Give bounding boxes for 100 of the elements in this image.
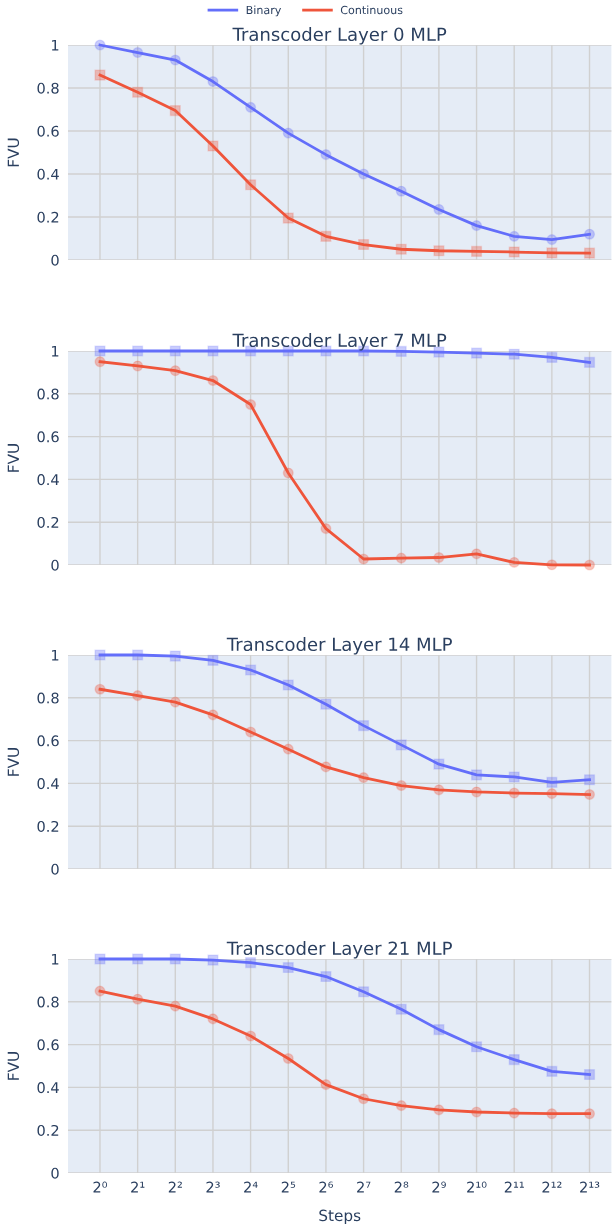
point: [471, 548, 483, 560]
point: [94, 69, 106, 81]
y-tick-label: 0.2: [37, 211, 59, 223]
point: [132, 360, 144, 372]
point: [546, 1108, 558, 1120]
point: [207, 709, 219, 721]
x-tick-label: 2¹¹: [504, 1181, 524, 1193]
y-tick-label: 0: [51, 863, 59, 875]
chart-title: Transcoder Layer 0 MLP: [232, 27, 447, 45]
point: [471, 769, 483, 781]
point: [433, 245, 445, 257]
point: [395, 779, 407, 792]
point: [583, 228, 596, 240]
point: [207, 374, 219, 387]
point: [207, 954, 219, 966]
x-tick-label: 2⁵: [281, 1181, 296, 1193]
point: [320, 761, 332, 773]
point: [169, 345, 181, 357]
point: [395, 1003, 407, 1015]
chart-title: Transcoder Layer 21 MLP: [226, 941, 452, 959]
point: [395, 185, 407, 197]
point: [320, 698, 332, 710]
point: [508, 1107, 520, 1119]
point: [320, 523, 332, 535]
point: [358, 772, 370, 784]
point: [320, 230, 332, 242]
y-tick-label: 1: [51, 649, 59, 661]
x-tick-label: 2⁰: [93, 1181, 108, 1193]
point: [94, 985, 106, 997]
point: [245, 101, 257, 113]
point: [207, 1013, 219, 1025]
point: [358, 986, 370, 998]
point: [320, 149, 332, 161]
point: [395, 243, 407, 255]
point: [508, 348, 520, 360]
x-tick-label: 2³: [206, 1181, 220, 1193]
x-tick-label: 2⁹: [432, 1181, 446, 1193]
point: [395, 1100, 407, 1112]
point: [358, 168, 370, 180]
point: [94, 649, 106, 661]
point: [508, 771, 520, 783]
point: [583, 559, 596, 571]
point: [207, 75, 219, 88]
point: [583, 356, 596, 368]
x-axis-title: Steps: [319, 1209, 361, 1225]
point: [169, 650, 181, 662]
point: [282, 1052, 294, 1065]
point: [245, 726, 257, 738]
y-tick-label: 0.8: [37, 82, 59, 94]
point: [132, 953, 144, 965]
point: [508, 1054, 520, 1066]
y-tick-label: 0.2: [37, 1124, 59, 1136]
point: [132, 86, 144, 98]
point: [207, 654, 219, 666]
point: [282, 467, 294, 479]
y-tick-label: 1: [51, 345, 59, 357]
point: [395, 739, 407, 751]
y-axis-title: FVU: [7, 1052, 20, 1080]
point: [358, 553, 370, 565]
x-tick-label: 2¹³: [580, 1181, 600, 1193]
point: [132, 993, 144, 1005]
x-tick-label: 2²: [168, 1181, 182, 1193]
y-tick-label: 0: [51, 254, 59, 266]
point: [169, 365, 181, 377]
point: [546, 234, 558, 246]
legend-label: Continuous: [340, 5, 403, 15]
y-tick-label: 0.2: [37, 516, 59, 528]
point: [546, 776, 558, 788]
point: [471, 1106, 483, 1118]
y-tick-label: 1: [51, 39, 59, 51]
point: [358, 238, 370, 251]
point: [94, 39, 106, 51]
x-tick-label: 2⁶: [319, 1181, 334, 1193]
point: [245, 398, 257, 411]
legend-label: Binary: [246, 5, 282, 17]
point: [132, 345, 144, 357]
y-tick-label: 0.2: [37, 820, 59, 832]
point: [583, 774, 596, 786]
point: [245, 664, 257, 676]
point: [395, 552, 407, 564]
point: [94, 356, 106, 368]
point: [282, 679, 294, 691]
point: [546, 559, 558, 571]
x-tick-label: 2¹⁰: [467, 1181, 487, 1193]
point: [583, 1108, 596, 1120]
x-tick-label: 2⁸: [394, 1181, 409, 1193]
y-tick-label: 0: [51, 1167, 59, 1179]
y-axis-title: FVU: [7, 444, 20, 472]
y-tick-label: 0.8: [37, 388, 59, 400]
y-tick-label: 0.4: [37, 1082, 59, 1094]
y-axis-title: FVU: [7, 138, 20, 167]
point: [169, 1000, 181, 1012]
point: [471, 786, 483, 798]
point: [471, 220, 483, 232]
point: [583, 1069, 596, 1081]
point: [94, 683, 106, 695]
point: [583, 247, 596, 259]
chart-title: Transcoder Layer 7 MLP: [232, 333, 447, 351]
point: [546, 351, 558, 363]
point: [508, 787, 520, 799]
